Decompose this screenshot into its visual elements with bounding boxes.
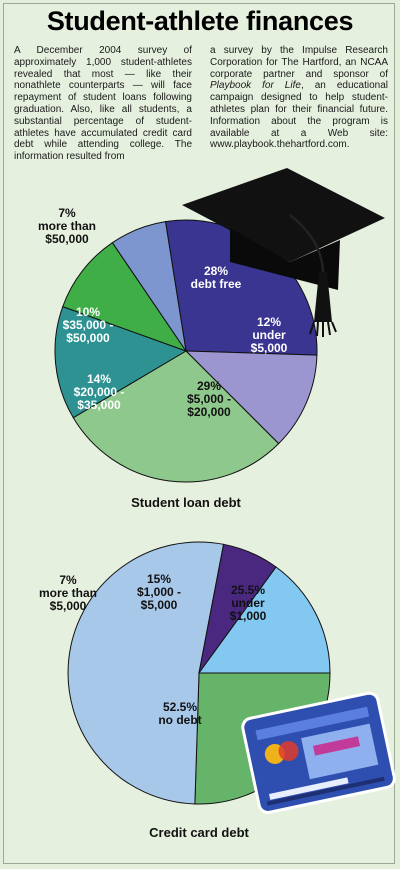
student-loan-slice-label: 14% $20,000 -$35,000 — [74, 372, 125, 412]
credit-card-slice-label: 7% more than $5,000 — [39, 573, 97, 613]
credit-card-slice-label: 15% $1,000 -$5,000 — [137, 572, 181, 612]
graduation-cap-icon — [182, 168, 385, 337]
student-loan-slice-label: 28% debt free — [191, 264, 242, 291]
page-title: Student-athlete finances — [46, 6, 354, 36]
student-loan-slice-label: 12% under $5,000 — [251, 315, 288, 355]
student-loan-slice-label: 10% $35,000 -$50,000 — [63, 305, 114, 345]
student-loan-pie-chart: 28% debt free 12% under $5,000 29% $5,000 -$20… — [38, 206, 318, 510]
student-loan-slice-label: 29% $5,000 -$20,000 — [187, 379, 231, 419]
credit-card-chart-title: Credit card debt — [149, 825, 249, 840]
student-loan-slice-29-5-000-20-000 — [72, 350, 280, 483]
intro-text-column-2: a survey by the Impulse Research Corpora… — [210, 45, 388, 151]
credit-card-slice-label: 25.5% under $1,000 — [230, 583, 267, 623]
student-loan-slice-12-under-5-000 — [184, 350, 318, 445]
credit-card-slice-label: 52.5% no debt — [158, 700, 201, 727]
intro-text-part-1: a survey by the Impulse Research Corpora… — [210, 45, 388, 80]
student-loan-slice-7-more-than-50-000 — [111, 221, 187, 352]
student-loan-slice-14-20-000-35-000 — [54, 305, 188, 419]
intro-text-italic: Playbook for Life — [210, 80, 301, 92]
credit-card-icon — [241, 691, 396, 814]
intro-text-column-1: A December 2004 survey of approximately … — [14, 45, 192, 163]
student-loan-slice-10-35-000-50-000 — [62, 241, 188, 352]
student-loan-chart-title: Student loan debt — [131, 495, 241, 510]
credit-card-pie-chart: 25.5% under $1,000 52.5% no debt 7% more than $… — [39, 541, 331, 840]
credit-card-slice-15-1-000-5-000 — [198, 566, 331, 674]
credit-card-slice-52-5-no-debt — [67, 541, 225, 805]
intro-text-part-2: , an educational campaign designed to he… — [210, 80, 388, 151]
student-loan-slice-label: 7% more than $50,000 — [38, 206, 96, 246]
